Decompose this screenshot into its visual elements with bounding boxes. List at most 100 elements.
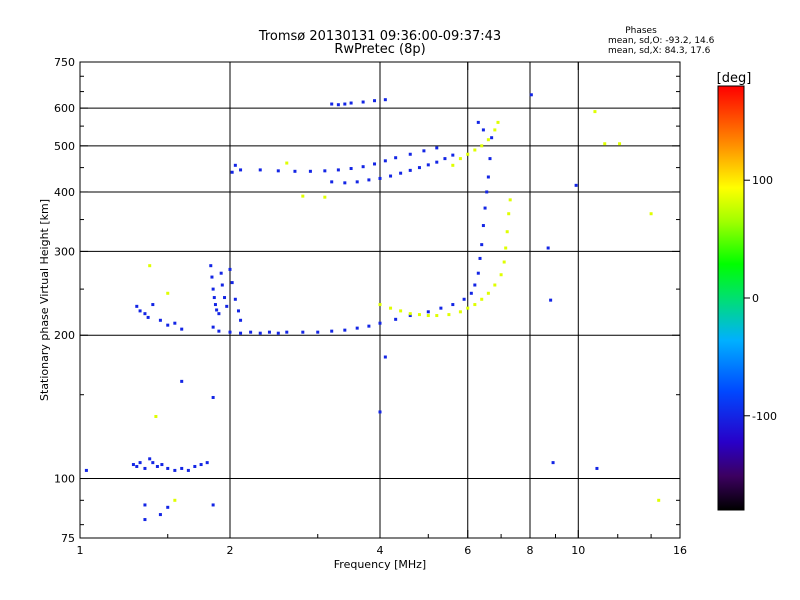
- data-point-o: [549, 298, 553, 302]
- data-point-o: [595, 466, 599, 470]
- x-tick-label: 8: [527, 544, 534, 557]
- data-point-o: [212, 296, 216, 300]
- data-point-o: [408, 152, 412, 156]
- data-point-o: [138, 461, 142, 465]
- stats-x-line: mean, sd,X: 84.3, 17.6: [608, 46, 711, 56]
- data-point-o: [426, 163, 430, 167]
- data-point-o: [135, 304, 139, 308]
- data-point-o: [215, 308, 219, 312]
- colorbar: [717, 85, 745, 511]
- data-point-x: [473, 303, 477, 307]
- data-point-o: [155, 464, 159, 468]
- data-point-o: [166, 466, 170, 470]
- data-point-o: [367, 324, 371, 328]
- y-tick-label: 100: [54, 473, 75, 486]
- data-point-o: [323, 169, 327, 173]
- data-point-o: [408, 314, 412, 318]
- data-point-o: [211, 287, 215, 291]
- data-point-o: [228, 267, 232, 271]
- x-tick-label: 1: [77, 544, 84, 557]
- data-point-o: [135, 464, 139, 468]
- data-point-o: [478, 256, 482, 260]
- data-point-o: [210, 275, 214, 279]
- data-point-o: [551, 461, 555, 465]
- data-point-o: [236, 309, 240, 313]
- colorbar-label: [deg]: [717, 71, 752, 86]
- data-point-o: [258, 331, 262, 335]
- data-point-o: [220, 283, 224, 287]
- data-point-x: [504, 246, 508, 250]
- data-point-o: [267, 330, 271, 334]
- data-point-o: [330, 180, 334, 184]
- data-point-x: [649, 212, 653, 216]
- data-point-o: [490, 136, 494, 140]
- data-point-o: [389, 174, 393, 178]
- data-point-x: [473, 148, 477, 152]
- data-point-o: [394, 317, 398, 321]
- data-point-o: [143, 503, 147, 507]
- data-point-x: [301, 194, 305, 198]
- data-point-x: [166, 291, 170, 295]
- data-point-o: [435, 160, 439, 164]
- data-point-o: [481, 224, 485, 228]
- data-point-o: [131, 463, 135, 467]
- data-point-x: [466, 152, 470, 156]
- data-point-x: [451, 163, 455, 167]
- colorbar-ticks: 100 0 -100: [744, 174, 777, 423]
- data-points: [84, 93, 661, 522]
- data-point-o: [258, 168, 262, 172]
- data-point-x: [502, 260, 506, 264]
- data-point-o: [228, 330, 232, 334]
- data-point-o: [486, 175, 490, 179]
- data-point-o: [225, 304, 229, 308]
- data-point-o: [230, 170, 234, 174]
- data-point-o: [180, 466, 184, 470]
- data-point-o: [316, 330, 320, 334]
- data-point-o: [143, 518, 147, 522]
- y-tick-label: 300: [54, 245, 75, 258]
- data-point-o: [451, 153, 455, 157]
- data-point-o: [158, 513, 162, 517]
- data-point-o: [180, 327, 184, 331]
- data-point-o: [209, 264, 213, 268]
- data-point-o: [276, 331, 280, 335]
- y-tick-label: 750: [54, 56, 75, 69]
- colorbar-tick-label: -100: [752, 410, 777, 423]
- x-tick-label: 10: [571, 544, 585, 557]
- data-point-x: [426, 314, 430, 318]
- data-point-x: [154, 414, 158, 418]
- data-point-x: [378, 303, 382, 307]
- data-point-o: [239, 168, 243, 172]
- data-point-x: [399, 309, 403, 313]
- data-point-o: [417, 166, 421, 170]
- x-tick-label: 6: [464, 544, 471, 557]
- data-point-o: [378, 321, 382, 325]
- chart-title: Tromsø 20130131 09:36:00-09:37:43: [258, 29, 501, 44]
- colorbar-tick-label: 100: [752, 174, 773, 187]
- grid-lines: [80, 62, 680, 538]
- y-tick-label: 500: [54, 140, 75, 153]
- data-point-o: [233, 297, 237, 301]
- data-point-x: [173, 498, 177, 502]
- data-point-o: [211, 503, 215, 507]
- data-point-o: [239, 318, 243, 322]
- data-point-o: [160, 463, 164, 467]
- data-point-o: [211, 325, 215, 329]
- y-ticks: 750 600 500 400 300 200 100 75: [54, 56, 680, 545]
- y-tick-label: 75: [61, 532, 75, 545]
- data-point-o: [211, 395, 215, 399]
- stats-o-line: mean, sd,O: -93.2, 14.6: [608, 36, 715, 46]
- data-point-x: [493, 128, 497, 132]
- data-point-x: [408, 312, 412, 316]
- data-point-o: [151, 461, 155, 465]
- data-point-o: [233, 163, 237, 167]
- data-point-x: [435, 314, 439, 318]
- data-point-o: [451, 303, 455, 307]
- data-point-o: [173, 468, 177, 472]
- chart-subtitle: RwPretec (8p): [334, 42, 425, 57]
- data-point-o: [361, 100, 365, 104]
- data-point-o: [276, 169, 280, 173]
- data-point-o: [485, 190, 489, 194]
- data-point-o: [476, 271, 480, 275]
- y-axis-label: Stationary phase Virtual Height [km]: [38, 199, 51, 401]
